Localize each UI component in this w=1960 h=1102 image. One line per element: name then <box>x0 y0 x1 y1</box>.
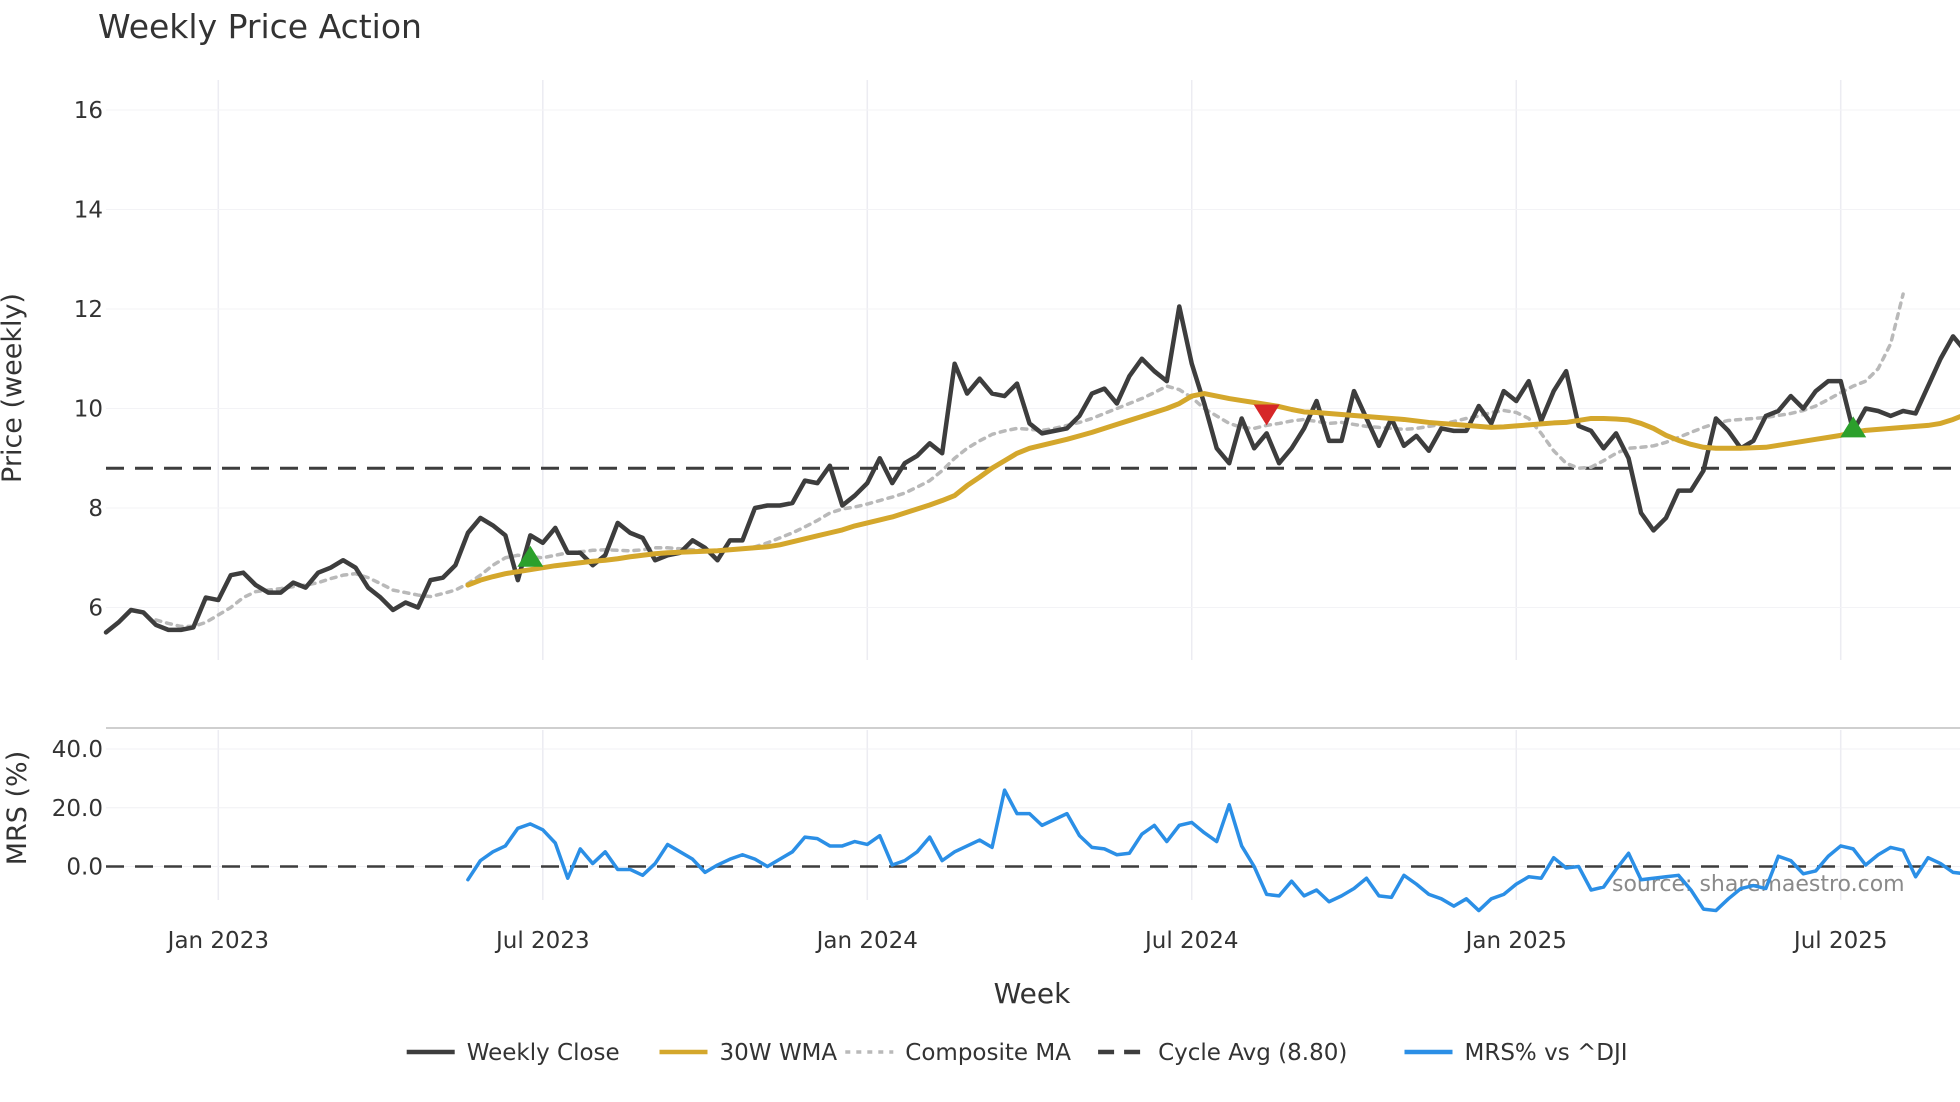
grid <box>106 80 1960 900</box>
price-tick-label: 12 <box>74 297 103 323</box>
mrs-plot <box>106 788 1960 913</box>
mrs-y-axis: 0.0 20.0 40.0 <box>52 737 103 881</box>
price-tick-label: 14 <box>74 198 103 224</box>
price-tick-label: 16 <box>74 98 103 124</box>
price-tick-label: 8 <box>88 496 103 522</box>
legend-label: Cycle Avg (8.80) <box>1158 1040 1347 1066</box>
x-tick-label: Jul 2024 <box>1143 928 1239 954</box>
mrs-tick-label: 20.0 <box>52 796 103 822</box>
price-plot <box>103 292 1960 635</box>
x-tick-label: Jan 2025 <box>1464 928 1567 954</box>
price-y-axis: 6 8 10 12 14 16 <box>74 98 103 622</box>
mrs-line <box>466 788 1960 913</box>
x-tick-label: Jul 2025 <box>1792 928 1888 954</box>
legend-label: MRS% vs ^DJI <box>1465 1040 1628 1066</box>
price-y-axis-label: Price (weekly) <box>0 293 28 483</box>
x-tick-label: Jan 2023 <box>166 928 269 954</box>
mrs-tick-label: 0.0 <box>66 855 103 881</box>
x-tick-label: Jul 2023 <box>494 928 590 954</box>
legend-label: Composite MA <box>905 1040 1071 1066</box>
legend-label: Weekly Close <box>467 1040 620 1066</box>
legend: Weekly Close 30W WMA Composite MA Cycle Avg… <box>406 1040 1628 1066</box>
x-axis-label: Week <box>994 977 1071 1010</box>
x-axis: Jan 2023 Jul 2023 Jan 2024 Jul 2024 Jan 2025… <box>166 928 1888 954</box>
source-note: source: sharemaestro.com <box>1612 872 1905 897</box>
composite-ma-line <box>154 292 1905 629</box>
chart-title: Weekly Price Action <box>98 7 422 46</box>
legend-label: 30W WMA <box>720 1040 838 1066</box>
buy-signal-marker <box>1840 416 1867 438</box>
mrs-y-axis-label: MRS (%) <box>2 751 33 866</box>
weekly-close-line <box>103 304 1960 635</box>
mrs-tick-label: 40.0 <box>52 737 103 763</box>
x-tick-label: Jan 2024 <box>815 928 918 954</box>
price-tick-label: 10 <box>74 397 103 423</box>
sell-signal-marker <box>1253 404 1280 426</box>
buy-signal-marker <box>517 545 544 567</box>
price-tick-label: 6 <box>88 596 103 622</box>
